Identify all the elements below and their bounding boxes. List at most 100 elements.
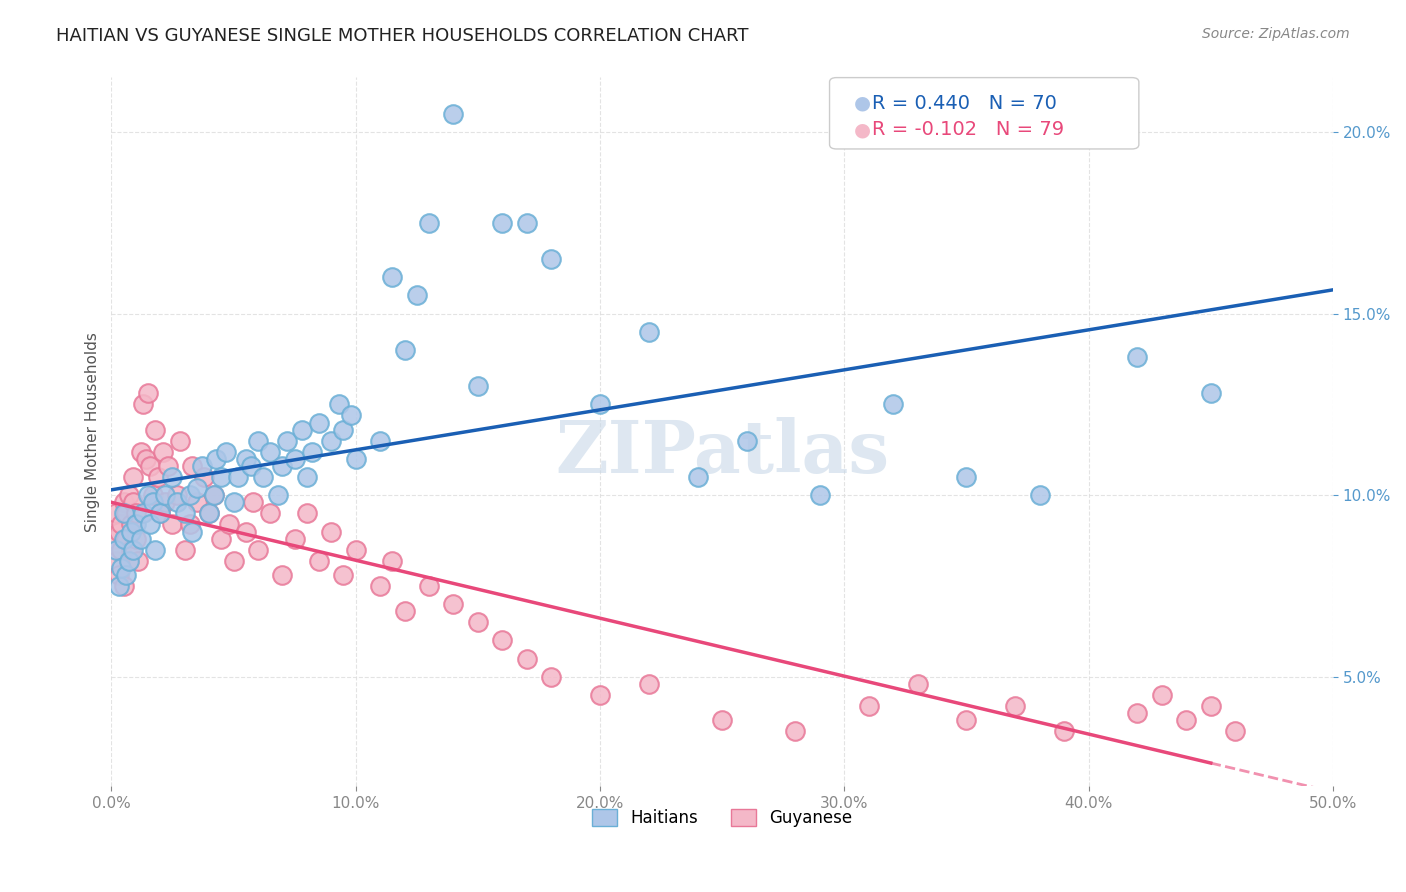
Point	[112, 532, 135, 546]
Point	[198, 506, 221, 520]
Point	[105, 506, 128, 520]
Point	[209, 470, 232, 484]
Point	[193, 470, 215, 484]
Point	[686, 470, 709, 484]
Point	[142, 488, 165, 502]
Point	[394, 604, 416, 618]
Point	[110, 561, 132, 575]
Point	[259, 506, 281, 520]
Point	[107, 579, 129, 593]
Point	[122, 495, 145, 509]
Point	[907, 677, 929, 691]
Point	[145, 423, 167, 437]
Point	[103, 532, 125, 546]
Point	[239, 459, 262, 474]
Point	[110, 517, 132, 532]
Point	[120, 517, 142, 532]
Point	[218, 517, 240, 532]
Point	[179, 488, 201, 502]
Point	[153, 488, 176, 502]
Point	[136, 488, 159, 502]
Text: ●: ●	[853, 94, 870, 112]
Text: ZIPatlas: ZIPatlas	[555, 417, 889, 488]
Point	[156, 459, 179, 474]
Point	[198, 506, 221, 520]
Point	[308, 553, 330, 567]
Point	[467, 615, 489, 630]
Point	[882, 397, 904, 411]
Point	[252, 470, 274, 484]
Point	[271, 568, 294, 582]
Point	[441, 597, 464, 611]
Point	[735, 434, 758, 448]
Point	[112, 495, 135, 509]
Point	[222, 553, 245, 567]
Point	[295, 506, 318, 520]
Point	[125, 506, 148, 520]
Point	[1029, 488, 1052, 502]
Point	[122, 542, 145, 557]
Point	[139, 517, 162, 532]
Point	[328, 397, 350, 411]
Point	[589, 688, 612, 702]
Point	[1225, 724, 1247, 739]
Point	[105, 542, 128, 557]
Point	[153, 495, 176, 509]
Point	[110, 542, 132, 557]
Point	[394, 343, 416, 357]
Point	[136, 386, 159, 401]
Point	[112, 506, 135, 520]
Point	[1199, 698, 1222, 713]
Point	[135, 451, 157, 466]
Legend: Haitians, Guyanese: Haitians, Guyanese	[585, 803, 859, 834]
Point	[125, 532, 148, 546]
Point	[145, 542, 167, 557]
Point	[540, 252, 562, 266]
Point	[222, 495, 245, 509]
Point	[344, 542, 367, 557]
Point	[129, 532, 152, 546]
Point	[1126, 706, 1149, 720]
Point	[228, 470, 250, 484]
Point	[242, 495, 264, 509]
Point	[181, 524, 204, 539]
Point	[491, 216, 513, 230]
Point	[1004, 698, 1026, 713]
Point	[107, 568, 129, 582]
Point	[1150, 688, 1173, 702]
Point	[125, 517, 148, 532]
Point	[405, 288, 427, 302]
Point	[516, 651, 538, 665]
Point	[117, 553, 139, 567]
Point	[162, 470, 184, 484]
Point	[117, 553, 139, 567]
Point	[169, 434, 191, 448]
Point	[418, 216, 440, 230]
Point	[955, 714, 977, 728]
Point	[785, 724, 807, 739]
Point	[117, 488, 139, 502]
Point	[1175, 714, 1198, 728]
Point	[115, 532, 138, 546]
Point	[235, 451, 257, 466]
Point	[955, 470, 977, 484]
Point	[308, 416, 330, 430]
Point	[418, 579, 440, 593]
Point	[173, 506, 195, 520]
Text: ●: ●	[853, 120, 870, 139]
Point	[166, 488, 188, 502]
Text: R = -0.102   N = 79: R = -0.102 N = 79	[872, 120, 1064, 139]
Point	[321, 524, 343, 539]
Point	[321, 434, 343, 448]
Point	[491, 633, 513, 648]
Point	[1126, 350, 1149, 364]
Point	[1199, 386, 1222, 401]
Point	[637, 677, 659, 691]
Point	[215, 444, 238, 458]
Point	[271, 459, 294, 474]
Point	[205, 451, 228, 466]
Point	[516, 216, 538, 230]
Point	[120, 524, 142, 539]
Point	[129, 444, 152, 458]
Point	[340, 409, 363, 423]
